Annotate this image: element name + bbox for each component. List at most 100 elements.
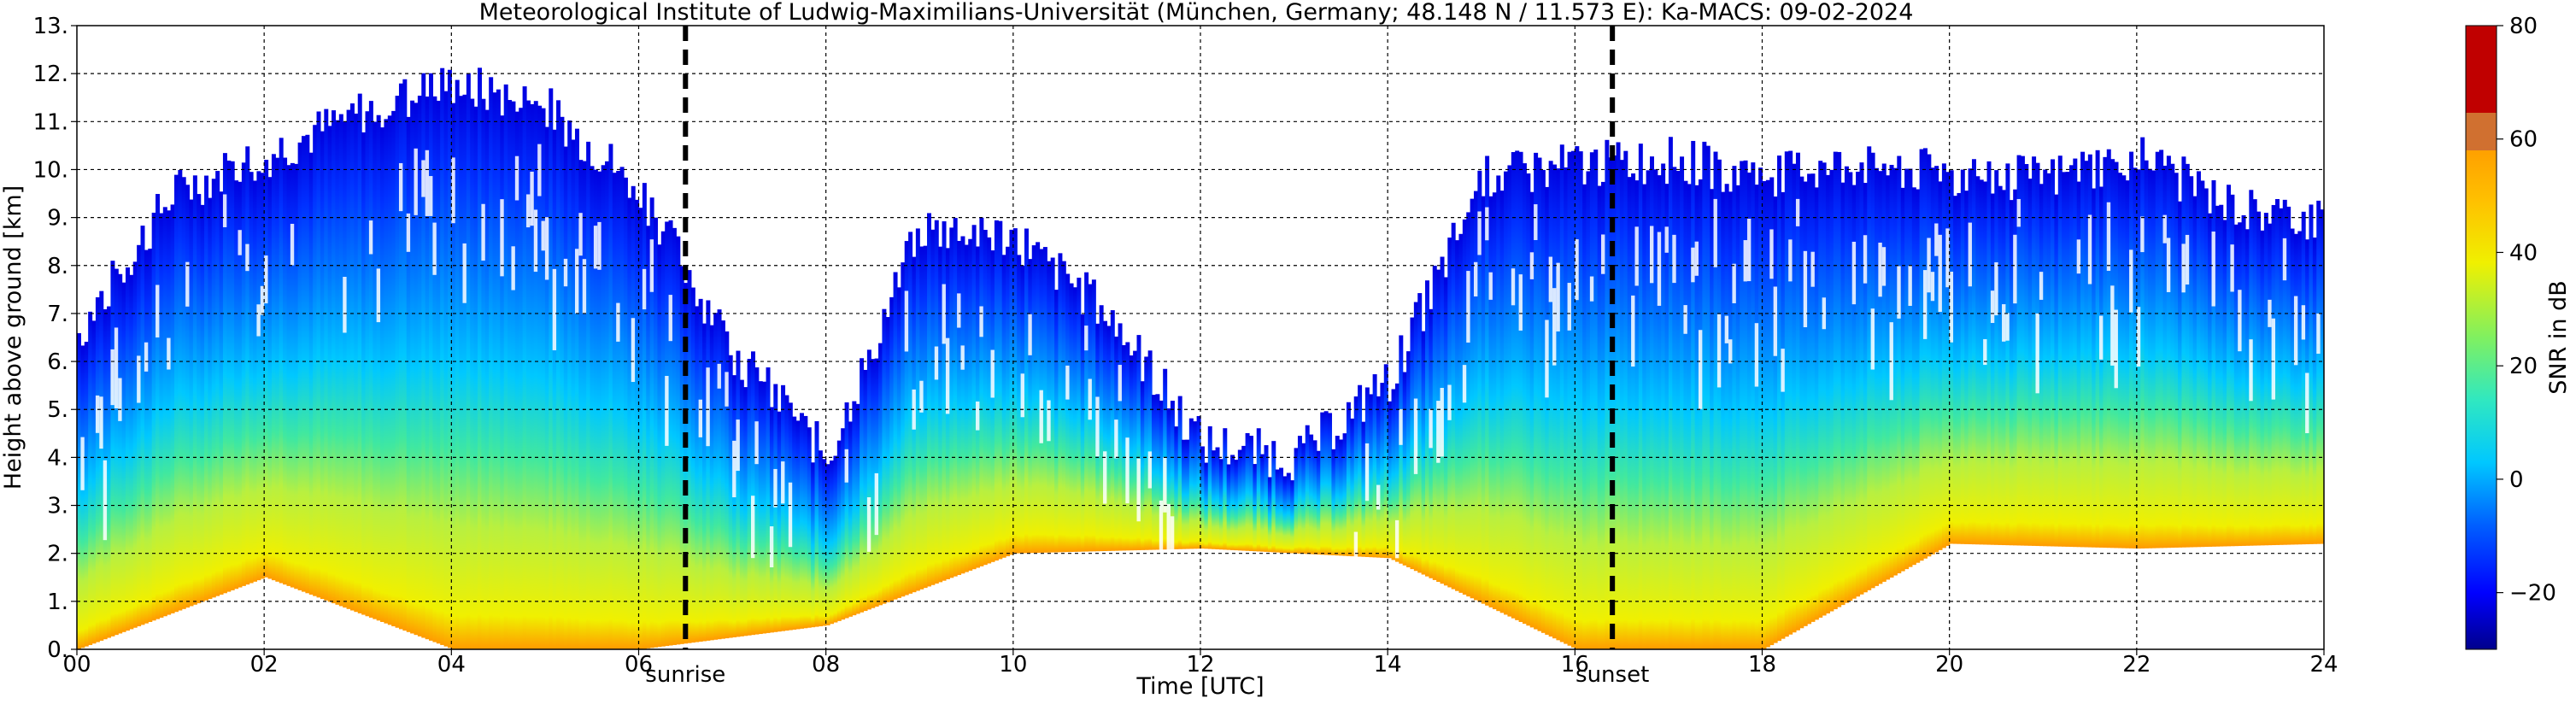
echo-column <box>1342 433 1347 556</box>
echo-column <box>1911 187 1916 566</box>
echo-column <box>784 395 789 631</box>
echo-gap <box>1548 256 1553 302</box>
echo-column <box>578 160 584 649</box>
echo-column <box>275 157 280 582</box>
echo-column <box>2282 199 2287 545</box>
echo-column <box>1245 432 1250 551</box>
echo-column <box>2260 230 2265 546</box>
echo-gap <box>1440 388 1445 457</box>
echo-column <box>1331 449 1336 555</box>
echo-column <box>1534 152 1539 630</box>
echo-column <box>552 129 557 649</box>
echo-column <box>1380 383 1385 558</box>
echo-column <box>1840 182 1845 606</box>
echo-column <box>1515 150 1520 620</box>
echo-column <box>1174 426 1179 549</box>
echo-column <box>1994 170 1999 545</box>
echo-column <box>860 358 865 613</box>
echo-column <box>1432 265 1437 580</box>
echo-column <box>1803 181 1808 626</box>
echo-gap <box>2114 309 2119 389</box>
echo-gap <box>1994 262 1999 316</box>
echo-column <box>2076 181 2081 548</box>
echo-column <box>2170 163 2175 549</box>
echo-column <box>297 142 302 590</box>
echo-gap <box>1485 207 1490 241</box>
echo-column <box>121 282 126 632</box>
echo-column <box>2166 155 2171 549</box>
echo-gap <box>2238 290 2243 352</box>
echo-gap <box>432 222 437 275</box>
echo-column <box>373 121 378 619</box>
echo-column <box>1694 185 1699 649</box>
echo-column <box>930 229 936 585</box>
echo-gap <box>2129 249 2134 313</box>
x-tick-label: 08 <box>812 652 840 678</box>
echo-column <box>1152 395 1156 550</box>
echo-gap <box>597 221 602 270</box>
echo-gap <box>1473 261 1478 296</box>
echo-gap <box>260 285 265 315</box>
echo-gap <box>1672 234 1677 284</box>
echo-gap <box>222 194 227 227</box>
echo-column <box>1792 163 1797 633</box>
echo-column <box>1691 140 1696 649</box>
echo-column <box>1769 177 1775 646</box>
echo-column <box>1552 164 1558 639</box>
echo-column <box>1006 246 1011 557</box>
echo-column <box>1945 172 1951 546</box>
echo-column <box>2244 229 2250 546</box>
echo-gap <box>144 342 149 372</box>
echo-column <box>1922 148 1928 559</box>
echo-column <box>1001 255 1006 558</box>
echo-gap <box>2282 238 2287 281</box>
echo-gap <box>754 421 760 465</box>
echo-column <box>1619 160 1624 649</box>
echo-gap <box>668 295 673 342</box>
echo-column <box>1837 151 1842 607</box>
echo-column <box>1735 185 1740 649</box>
echo-column <box>286 165 291 586</box>
echo-gap <box>1394 519 1399 559</box>
echo-gap <box>2099 315 2104 360</box>
echo-gap <box>1039 390 1044 443</box>
echo-column <box>316 111 321 598</box>
echo-column <box>215 171 220 596</box>
echo-gap <box>2005 313 2010 341</box>
echo-gap <box>238 230 243 255</box>
echo-column <box>702 323 707 642</box>
echo-column <box>1829 169 1834 612</box>
echo-column <box>1012 228 1018 554</box>
echo-column <box>657 244 662 648</box>
echo-column <box>305 134 310 594</box>
y-tick-label: 3. <box>47 494 68 519</box>
sunset-label: sunset <box>1576 662 1649 688</box>
echo-column <box>530 103 535 649</box>
echo-gap <box>1125 437 1130 504</box>
echo-column <box>676 236 681 645</box>
echo-column <box>990 250 995 562</box>
echo-column <box>1979 179 1984 545</box>
echo-column <box>1975 176 1980 545</box>
echo-column <box>1998 185 2003 545</box>
echo-column <box>1376 396 1381 558</box>
echo-column <box>1867 146 1872 590</box>
echo-column <box>623 177 628 649</box>
echo-column <box>1399 335 1404 564</box>
echo-column <box>484 109 490 649</box>
echo-gap <box>1968 222 1973 287</box>
echo-column <box>1084 272 1089 552</box>
echo-gap <box>1589 276 1594 302</box>
echo-gap <box>781 461 786 504</box>
echo-column <box>522 86 527 649</box>
echo-column <box>343 121 348 608</box>
echo-column <box>830 461 835 625</box>
echo-gap <box>665 375 670 446</box>
echo-column <box>511 101 516 649</box>
echo-column <box>1754 185 1759 649</box>
echo-column <box>402 79 408 631</box>
echo-column <box>1575 146 1580 649</box>
echo-column <box>245 146 250 585</box>
echo-column <box>747 359 752 636</box>
